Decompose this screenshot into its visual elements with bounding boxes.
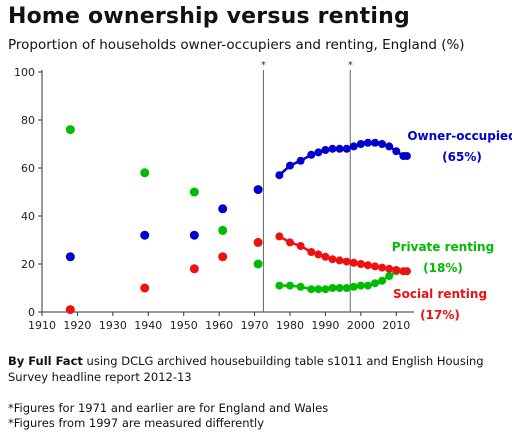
private-value-label: (18%) bbox=[423, 261, 463, 275]
social-early-point bbox=[140, 283, 150, 293]
social-point bbox=[363, 261, 372, 270]
private-early-point bbox=[218, 225, 228, 235]
y-tick-label: 20 bbox=[21, 258, 35, 271]
private-point bbox=[349, 282, 358, 291]
social-point bbox=[275, 232, 284, 241]
y-tick-label: 0 bbox=[28, 306, 35, 319]
social-point bbox=[385, 264, 394, 273]
private-point bbox=[385, 272, 394, 280]
x-tick-label: 1940 bbox=[134, 319, 162, 332]
social-early-point bbox=[189, 264, 199, 274]
social-point bbox=[392, 266, 401, 274]
private-series-name: Private renting bbox=[392, 240, 494, 254]
owner-point bbox=[314, 148, 323, 157]
social-early-point bbox=[253, 237, 263, 247]
owner-point bbox=[296, 156, 305, 165]
chart-subtitle: Proportion of households owner-occupiers… bbox=[8, 37, 465, 53]
private-point bbox=[314, 285, 323, 294]
owner-point bbox=[363, 138, 372, 147]
private-point bbox=[296, 282, 305, 291]
marker-label: * bbox=[348, 60, 353, 71]
x-tick-label: 2000 bbox=[347, 319, 375, 332]
x-tick-label: 1930 bbox=[99, 319, 127, 332]
private-point bbox=[371, 279, 380, 288]
owner-point bbox=[321, 146, 330, 154]
source-note: By Full Fact using DCLG archived housebu… bbox=[8, 353, 508, 385]
social-point bbox=[356, 260, 365, 268]
owner-point bbox=[356, 140, 365, 148]
owner-point bbox=[385, 142, 394, 151]
footnote-1: *Figures for 1971 and earlier are for En… bbox=[8, 401, 329, 415]
private-point bbox=[307, 285, 316, 294]
private-point bbox=[363, 281, 372, 290]
private-early-point bbox=[253, 259, 263, 269]
private-point bbox=[321, 285, 330, 294]
social-point bbox=[342, 257, 351, 266]
private-point bbox=[275, 281, 284, 290]
private-early-point bbox=[140, 168, 150, 178]
x-tick-label: 1920 bbox=[63, 319, 91, 332]
footnote-2: *Figures from 1997 are measured differen… bbox=[8, 416, 265, 430]
owner-point bbox=[275, 171, 284, 180]
owner-early-point bbox=[218, 204, 228, 214]
x-tick-label: 1990 bbox=[311, 319, 339, 332]
owner-series-name: Owner-occupied bbox=[407, 129, 512, 143]
social-early-point bbox=[65, 305, 75, 315]
owner-early-point bbox=[140, 230, 150, 240]
private-point bbox=[356, 281, 365, 290]
x-tick-label: 1950 bbox=[170, 319, 198, 332]
social-point bbox=[328, 255, 337, 264]
owner-point bbox=[371, 138, 380, 147]
social-point bbox=[371, 262, 380, 271]
owner-early-point bbox=[189, 230, 199, 240]
owner-point bbox=[378, 140, 387, 148]
owner-point bbox=[328, 144, 337, 153]
owner-early-point bbox=[65, 252, 75, 262]
x-tick-label: 1910 bbox=[28, 319, 56, 332]
y-tick-label: 60 bbox=[21, 162, 35, 175]
chart-plot: 0 20 40 60 80 100 1910 1920 1930 1940 1950 1960 1970… bbox=[14, 60, 512, 332]
owner-early-point bbox=[253, 185, 263, 195]
owner-point bbox=[335, 144, 344, 153]
social-point bbox=[349, 258, 358, 267]
owner-point bbox=[392, 147, 401, 156]
social-point bbox=[307, 248, 316, 256]
owner-point bbox=[342, 144, 351, 153]
private-point bbox=[328, 284, 337, 292]
social-point bbox=[402, 267, 411, 276]
owner-point bbox=[402, 152, 411, 160]
source-description: using DCLG archived housebuilding table … bbox=[8, 354, 484, 384]
social-point bbox=[378, 263, 387, 272]
private-point bbox=[378, 276, 387, 285]
x-tick-label: 1960 bbox=[205, 319, 233, 332]
social-point bbox=[321, 252, 330, 261]
source-author: By Full Fact bbox=[8, 354, 83, 368]
x-tick-label: 1970 bbox=[241, 319, 269, 332]
x-tick-label: 2010 bbox=[382, 319, 410, 332]
marker-label: * bbox=[261, 60, 266, 71]
chart-title: Home ownership versus renting bbox=[8, 4, 410, 29]
owner-point bbox=[349, 142, 358, 151]
social-early-point bbox=[218, 252, 228, 262]
social-point bbox=[314, 250, 323, 259]
private-early-point bbox=[189, 187, 199, 197]
private-early-point bbox=[65, 125, 75, 135]
social-series-name: Social renting bbox=[393, 287, 487, 301]
owner-value-label: (65%) bbox=[442, 150, 482, 164]
owner-point bbox=[286, 161, 294, 170]
y-tick-label: 40 bbox=[21, 210, 35, 223]
private-point bbox=[335, 284, 344, 292]
y-tick-label: 100 bbox=[14, 66, 35, 79]
x-tick-label: 1980 bbox=[276, 319, 304, 332]
private-point bbox=[342, 284, 351, 292]
social-value-label: (17%) bbox=[420, 308, 460, 322]
owner-point bbox=[307, 150, 316, 159]
y-tick-label: 80 bbox=[21, 114, 35, 127]
private-point bbox=[286, 281, 294, 290]
social-point bbox=[335, 256, 344, 265]
social-point bbox=[286, 238, 294, 247]
social-point bbox=[296, 242, 305, 250]
